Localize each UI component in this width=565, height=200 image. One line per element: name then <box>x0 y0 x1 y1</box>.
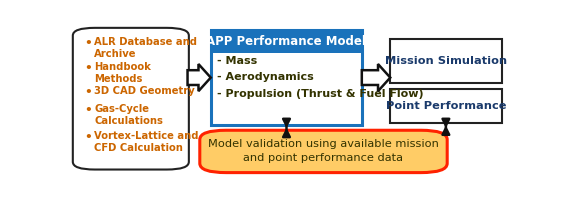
Bar <box>211 30 362 125</box>
Text: •: • <box>85 37 93 50</box>
Text: - Mass: - Mass <box>218 56 258 66</box>
Text: •: • <box>85 104 93 117</box>
Text: ALR Database and
Archive: ALR Database and Archive <box>94 37 197 59</box>
Text: 3D CAD Geometry: 3D CAD Geometry <box>94 86 195 96</box>
Bar <box>390 39 502 83</box>
Text: •: • <box>85 131 93 144</box>
Polygon shape <box>188 64 211 91</box>
Text: Model validation using available mission
and point performance data: Model validation using available mission… <box>208 139 439 163</box>
Text: APP Performance Model: APP Performance Model <box>206 35 366 48</box>
Text: - Propulsion (Thrust & Fuel Flow): - Propulsion (Thrust & Fuel Flow) <box>218 89 424 99</box>
Bar <box>211 30 362 53</box>
Text: Mission Simulation: Mission Simulation <box>385 56 507 66</box>
Bar <box>390 89 502 123</box>
FancyBboxPatch shape <box>200 130 447 173</box>
Text: Vortex-Lattice and
CFD Calculation: Vortex-Lattice and CFD Calculation <box>94 131 199 153</box>
Text: - Aerodynamics: - Aerodynamics <box>218 72 314 82</box>
Text: Point Performance: Point Performance <box>386 101 506 111</box>
FancyBboxPatch shape <box>73 28 189 170</box>
Text: Handbook
Methods: Handbook Methods <box>94 62 151 84</box>
Text: •: • <box>85 62 93 75</box>
Polygon shape <box>362 64 390 91</box>
Text: •: • <box>85 86 93 99</box>
Text: Gas-Cycle
Calculations: Gas-Cycle Calculations <box>94 104 163 126</box>
